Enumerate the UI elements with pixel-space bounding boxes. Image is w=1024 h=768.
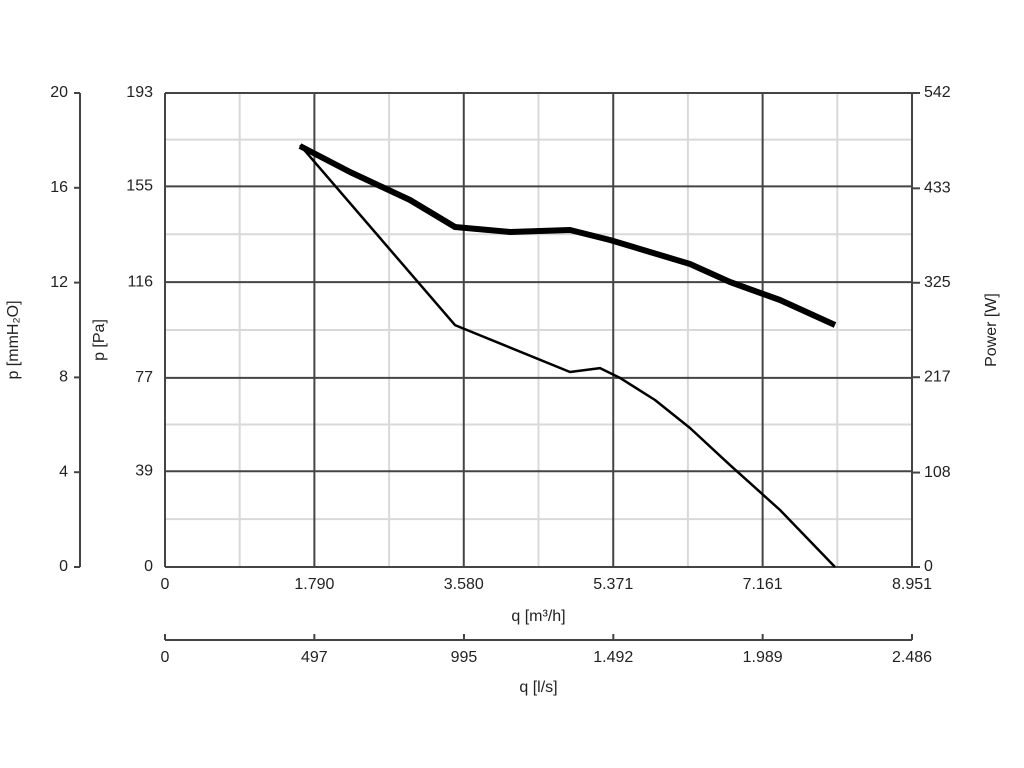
ls-tick-label: 995 [451,649,478,666]
mmh2o-tick-label: 4 [59,463,68,480]
mmh2o-tick-label: 16 [50,179,68,196]
y-tick-label: 0 [144,558,153,575]
x-tick-label: 5.371 [593,576,633,593]
x-axis-label: q [m³/h] [511,608,565,625]
x-tick-label: 8.951 [892,576,932,593]
y-tick-label: 77 [135,369,153,386]
mmh2o-tick-label: 20 [50,84,68,101]
ls-axis-label: q [l/s] [519,679,557,696]
y-tick-label: 116 [127,273,153,290]
y-axis-label: p [Pa] [91,319,108,361]
x-tick-label: 7.161 [743,576,783,593]
x-tick-label: 1.790 [294,576,334,593]
y2-tick-label: 542 [924,84,951,101]
y2-tick-label: 433 [924,180,951,197]
y2-tick-label: 0 [924,558,933,575]
y2-tick-label: 325 [924,274,951,291]
mmh2o-tick-label: 8 [59,369,68,386]
mmh2o-tick-label: 12 [50,274,68,291]
power-curve [298,143,837,328]
mmh2o-tick-label: 0 [59,558,68,575]
y-tick-label: 193 [126,84,153,101]
y-tick-label: 39 [135,462,153,479]
y2-tick-label: 217 [924,368,951,385]
pressure-curve [299,144,836,568]
x-tick-label: 0 [161,576,170,593]
x-tick-label: 3.580 [444,576,484,593]
ls-tick-label: 497 [301,649,328,666]
ls-tick-label: 0 [161,649,170,666]
ls-tick-label: 2.486 [892,649,932,666]
y2-tick-label: 108 [924,464,951,481]
ls-tick-label: 1.492 [593,649,633,666]
ls-tick-label: 1.989 [743,649,783,666]
y2-axis-label: Power [W] [983,293,1000,367]
mmh2o-axis-label: p [mmH₂O] [5,300,22,379]
y-tick-label: 155 [126,178,153,195]
